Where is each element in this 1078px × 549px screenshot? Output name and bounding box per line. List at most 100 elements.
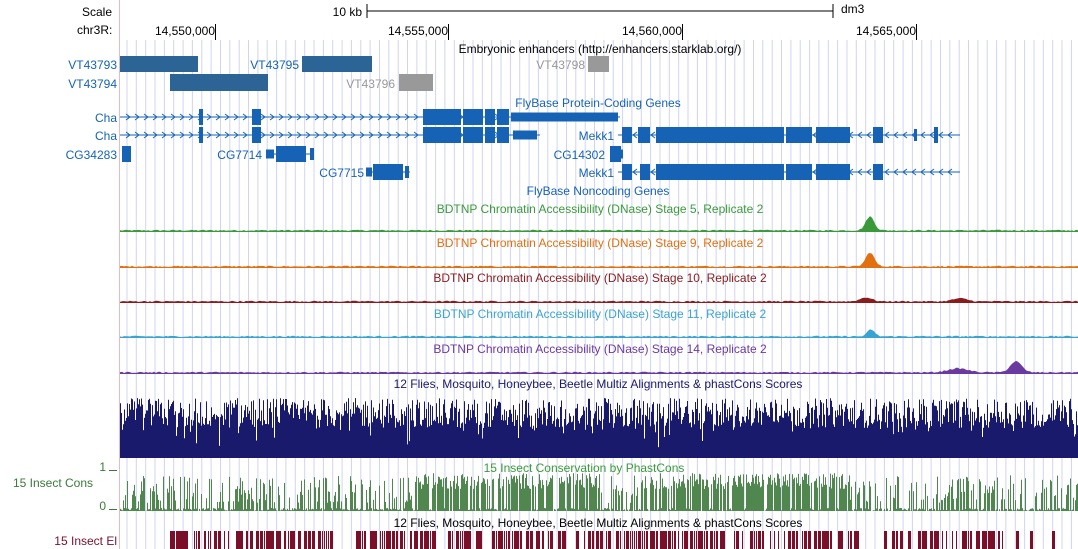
enhancer-item-label[interactable]: VT43798 — [536, 58, 585, 72]
ruler-tick-label: 14,565,000 — [856, 24, 916, 38]
conserved-element — [264, 531, 265, 549]
conserved-element — [802, 531, 803, 549]
gene-exon — [640, 164, 650, 180]
conserved-element — [530, 531, 532, 549]
conserved-element — [634, 531, 635, 549]
strand-arrow — [332, 131, 338, 139]
gene-exon — [638, 127, 650, 143]
gene-label[interactable]: Mekk1 — [579, 166, 615, 180]
conserved-element — [432, 531, 434, 549]
strand-arrow — [893, 131, 899, 139]
conserved-element — [968, 531, 969, 549]
strand-arrow — [413, 131, 419, 139]
gene-label[interactable]: Mekk1 — [579, 129, 615, 143]
gene-exon — [373, 164, 403, 180]
conserved-element — [788, 531, 790, 549]
enhancer-feature[interactable] — [588, 56, 609, 72]
dnase-signal-tracks[interactable] — [120, 216, 1078, 374]
conserved-element — [400, 531, 402, 549]
gene-label[interactable]: Cha — [95, 111, 117, 125]
strand-arrow — [179, 131, 185, 139]
gene-label[interactable]: CG34283 — [66, 148, 118, 162]
conserved-element — [184, 531, 187, 549]
conserved-element — [820, 531, 821, 549]
strand-arrow — [134, 131, 140, 139]
multiz-signal[interactable] — [120, 398, 1078, 458]
conserved-element — [664, 531, 667, 549]
cons-signal[interactable] — [120, 473, 1078, 511]
enhancer-item-label[interactable]: VT43794 — [68, 77, 117, 91]
gene-label[interactable]: CG7714 — [217, 148, 262, 162]
gene-exon — [816, 164, 850, 180]
conserved-element — [964, 531, 967, 549]
enhancer-item-label[interactable]: VT43793 — [68, 58, 117, 72]
strand-arrow — [377, 113, 383, 121]
conserved-element — [710, 531, 713, 549]
conserved-element — [326, 531, 327, 549]
conserved-element — [892, 531, 895, 549]
gene-label[interactable]: CG14302 — [554, 148, 606, 162]
conserved-element — [384, 531, 385, 549]
conserved-element — [988, 531, 990, 549]
strand-arrow — [884, 168, 890, 176]
strand-arrow — [287, 131, 293, 139]
conserved-element — [492, 531, 494, 549]
cons-histogram — [120, 473, 1078, 511]
elements-side-label[interactable]: 15 Insect El — [54, 534, 117, 548]
gene-exon — [873, 127, 883, 143]
conserved-element — [976, 531, 978, 549]
conserved-element — [548, 531, 549, 549]
strand-arrow — [305, 131, 311, 139]
enhancer-feature[interactable] — [302, 56, 372, 72]
enhancer-feature[interactable] — [170, 74, 268, 91]
gene-label[interactable]: CG7715 — [319, 166, 364, 180]
conserved-element — [982, 531, 985, 549]
conserved-element — [284, 531, 286, 549]
conserved-element — [690, 531, 693, 549]
multiz-track-title: 12 Flies, Mosquito, Honeybee, Beetle Mul… — [394, 377, 803, 391]
conserved-element — [840, 531, 843, 549]
strand-arrow — [911, 168, 917, 176]
conserved-element — [814, 531, 817, 549]
gene-exon — [423, 109, 461, 125]
conserved-element — [984, 531, 987, 549]
conserved-element — [300, 531, 301, 549]
strand-arrow — [224, 113, 230, 121]
conserved-element — [668, 531, 670, 549]
conserved-element — [198, 531, 200, 549]
strand-arrow — [215, 131, 221, 139]
conserved-element — [394, 531, 395, 549]
enhancer-feature[interactable] — [399, 74, 433, 91]
conserved-element — [512, 531, 513, 549]
strand-arrow — [233, 131, 239, 139]
elements-signal[interactable] — [170, 531, 1055, 549]
cons-side-label[interactable]: 15 Insect Cons — [13, 476, 93, 490]
conserved-element — [306, 531, 307, 549]
strand-arrow — [170, 131, 176, 139]
enhancer-item-label[interactable]: VT43795 — [250, 58, 299, 72]
gene-exon — [310, 148, 314, 160]
conserved-element — [462, 531, 463, 549]
conserved-element — [682, 531, 683, 549]
strand-arrow — [632, 131, 638, 139]
gene-exon — [497, 109, 509, 125]
enhancer-feature[interactable] — [120, 56, 198, 72]
conserved-element — [328, 531, 329, 549]
enhancer-item-label[interactable]: VT43796 — [346, 77, 395, 91]
strand-arrow — [269, 113, 275, 121]
strand-arrow — [857, 131, 863, 139]
conserved-element — [652, 531, 655, 549]
strand-arrow — [242, 113, 248, 121]
strand-arrow — [404, 113, 410, 121]
conserved-element — [262, 531, 263, 549]
conserved-element — [816, 531, 817, 549]
strand-arrow — [269, 131, 275, 139]
conserved-element — [374, 531, 377, 549]
conserved-element — [900, 531, 903, 549]
strand-arrow — [323, 113, 329, 121]
conserved-element — [926, 531, 927, 549]
strand-arrow — [305, 113, 311, 121]
gene-label[interactable]: Cha — [95, 129, 117, 143]
gene-models[interactable] — [120, 109, 960, 180]
